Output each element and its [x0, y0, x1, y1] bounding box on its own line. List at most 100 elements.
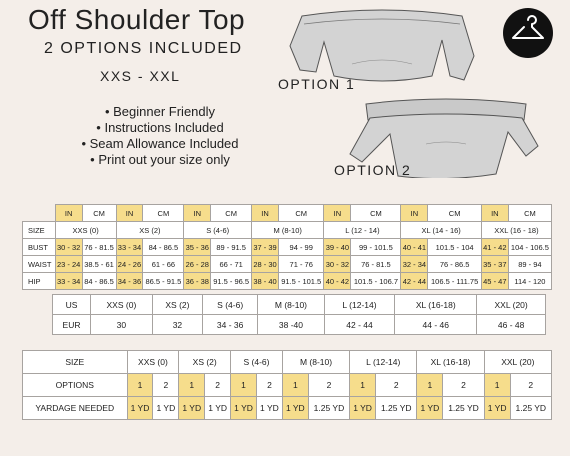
- conversion-cell: XS (2): [151, 294, 204, 315]
- measurement-cell: 94 - 99: [277, 238, 325, 256]
- feature-item: Seam Allowance Included: [60, 136, 260, 152]
- yardage-cell: 1 YD: [416, 396, 444, 420]
- option-cell: 1: [483, 373, 511, 397]
- measurement-cell: 76 - 86.5: [427, 255, 482, 273]
- measurement-cell: 71 - 76: [277, 255, 325, 273]
- option-cell: 2: [442, 373, 485, 397]
- size-header: XL (16-18): [416, 350, 485, 374]
- yardage-cell: 1.25 YD: [509, 396, 553, 420]
- measurement-cell: 45 - 47: [480, 272, 509, 290]
- yardage-cell: 1.25 YD: [307, 396, 351, 420]
- unit-in-header: IN: [323, 204, 352, 222]
- measurement-row: BUST 30 - 32 76 - 81.5 33 - 34 84 - 86.5 35 -…: [22, 238, 553, 256]
- conversion-cell: XXS (0): [90, 294, 153, 315]
- measurement-cell: 40 - 42: [323, 272, 352, 290]
- conversion-cell: 42 - 44: [323, 314, 396, 335]
- measurement-cell: 61 - 66: [142, 255, 185, 273]
- option-cell: 1: [178, 373, 206, 397]
- size-header: XS (2): [115, 221, 185, 239]
- measurement-cell: 30 - 32: [323, 255, 352, 273]
- unit-header-row: IN CM IN CM IN CM IN CM IN CM IN CM IN CM: [23, 204, 553, 222]
- conversion-cell: XXL (20): [476, 294, 546, 315]
- row-label: SIZE: [22, 221, 56, 239]
- conversion-cell: 38 -40: [257, 314, 325, 335]
- measurement-cell: 104 - 106.5: [507, 238, 553, 256]
- option-cell: 1: [281, 373, 309, 397]
- option-cell: 2: [375, 373, 418, 397]
- yardage-cell: 1.25 YD: [442, 396, 485, 420]
- yardage-cell: 1 YD: [281, 396, 309, 420]
- unit-in-header: IN: [251, 204, 279, 222]
- measurement-cell: 91.5 - 101.5: [277, 272, 325, 290]
- option-cell: 2: [307, 373, 351, 397]
- feature-item: Beginner Friendly: [60, 104, 260, 120]
- measurement-cell: 84 - 86.5: [142, 238, 185, 256]
- unit-in-header: IN: [480, 204, 509, 222]
- conversion-cell: 34 - 36: [202, 314, 259, 335]
- header-area: Off Shoulder Top 2 OPTIONS INCLUDED XXS …: [0, 0, 570, 200]
- unit-cm-header: CM: [210, 204, 253, 222]
- yardage-cell: 1 YD: [204, 396, 232, 420]
- row-label: YARDAGE NEEDED: [22, 396, 128, 420]
- measurement-cell: 38.5 - 61: [81, 255, 117, 273]
- yardage-cell: 1 YD: [255, 396, 283, 420]
- unit-cm-header: CM: [427, 204, 482, 222]
- measurement-cell: 89 - 94: [507, 255, 553, 273]
- size-conversion-table: US XXS (0) XS (2) S (4-6) M (8-10) L (12-14) X…: [51, 294, 546, 335]
- measurement-cell: 84 - 86.5: [81, 272, 117, 290]
- conversion-row: US XXS (0) XS (2) S (4-6) M (8-10) L (12-14) X…: [51, 294, 546, 315]
- measurement-cell: 41 - 42: [480, 238, 509, 256]
- option-cell: 1: [126, 373, 154, 397]
- measurement-cell: 66 - 71: [210, 255, 253, 273]
- measurement-cell: 101.5 - 104: [427, 238, 482, 256]
- unit-cm-header: CM: [350, 204, 402, 222]
- size-header: M (8-10): [281, 350, 351, 374]
- feature-list: Beginner FriendlyInstructions IncludedSe…: [60, 104, 260, 168]
- logo-badge: [503, 8, 553, 58]
- conversion-cell: 30: [90, 314, 153, 335]
- measurement-cell: 76 - 81.5: [350, 255, 402, 273]
- measurement-row: HIP 33 - 34 84 - 86.5 34 - 36 86.5 - 91.5 36 …: [22, 272, 553, 290]
- row-label: BUST: [22, 238, 56, 256]
- unit-in-header: IN: [183, 204, 212, 222]
- unit-cm-header: CM: [142, 204, 185, 222]
- conversion-cell: M (8-10): [257, 294, 325, 315]
- hanger-icon: [512, 15, 544, 39]
- size-header-row: SIZE XXS (0) XS (2) S (4-6) M (8-10) L (12-14…: [22, 350, 553, 374]
- measurement-cell: 32 - 34: [400, 255, 429, 273]
- measurement-table: IN CM IN CM IN CM IN CM IN CM IN CM IN CM SIZE XXS (0) X…: [22, 204, 553, 290]
- option1-garment-illustration: [289, 9, 475, 82]
- feature-item: Instructions Included: [60, 120, 260, 136]
- size-range: XXS - XXL: [100, 68, 181, 84]
- measurement-cell: 106.5 - 111.75: [427, 272, 482, 290]
- measurement-cell: 34 - 36: [115, 272, 144, 290]
- measurement-cell: 24 - 26: [115, 255, 144, 273]
- page-title: Off Shoulder Top: [28, 4, 246, 35]
- option-cell: 2: [255, 373, 283, 397]
- row-label: WAIST: [22, 255, 56, 273]
- row-label: US: [51, 294, 92, 315]
- unit-in-header: IN: [115, 204, 144, 222]
- size-header: L (12-14): [349, 350, 418, 374]
- measurement-cell: 28 - 30: [251, 255, 279, 273]
- yardage-cell: 1 YD: [152, 396, 180, 420]
- size-header: XL (14 - 16): [400, 221, 482, 239]
- measurement-cell: 76 - 81.5: [81, 238, 117, 256]
- measurement-cell: 33 - 34: [115, 238, 144, 256]
- measurement-cell: 30 - 32: [54, 238, 83, 256]
- yardage-row: YARDAGE NEEDED 1 YD 1 YD 1 YD 1 YD 1 YD 1 YD 1 …: [22, 396, 553, 420]
- measurement-cell: 37 - 39: [251, 238, 279, 256]
- conversion-row: EUR 30 32 34 - 36 38 -40 42 - 44 44 - 46 46 - 4…: [51, 314, 546, 335]
- yardage-cell: 1 YD: [483, 396, 511, 420]
- options-row: OPTIONS 1 2 1 2 1 2 1 2 1 2 1 2 1 2: [22, 373, 553, 397]
- row-label: EUR: [51, 314, 92, 335]
- unit-in-header: IN: [54, 204, 83, 222]
- option2-label: OPTION 2: [334, 162, 412, 178]
- unit-cm-header: CM: [507, 204, 553, 222]
- size-header: XXS (0): [54, 221, 117, 239]
- measurement-cell: 26 - 28: [183, 255, 212, 273]
- option-cell: 1: [230, 373, 257, 397]
- yardage-cell: 1.25 YD: [375, 396, 418, 420]
- size-header: M (8-10): [251, 221, 325, 239]
- feature-item: Print out your size only: [60, 152, 260, 168]
